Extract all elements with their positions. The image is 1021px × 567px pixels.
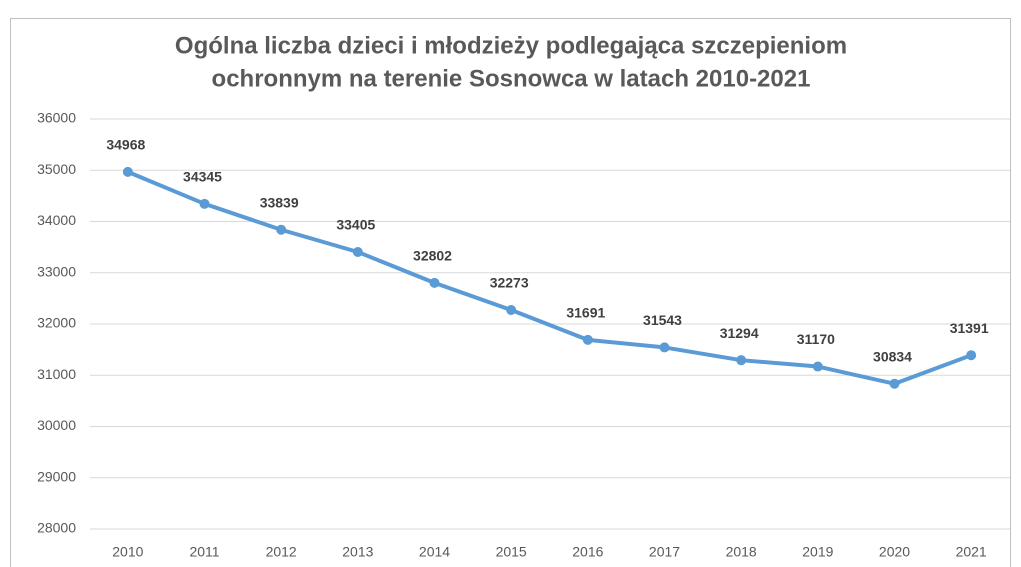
data-point — [122, 166, 133, 177]
chart-title: ochronnym na terenie Sosnowca w latach 2… — [212, 65, 811, 92]
x-tick-label: 2018 — [726, 544, 757, 560]
y-tick-label: 30000 — [37, 417, 76, 433]
y-tick-label: 35000 — [37, 161, 76, 177]
data-point — [966, 350, 977, 361]
data-point — [429, 277, 440, 288]
data-label: 31543 — [643, 312, 682, 328]
chart-frame — [10, 18, 1011, 567]
x-tick-label: 2016 — [572, 544, 603, 560]
y-tick-label: 33000 — [37, 263, 76, 279]
y-tick-label: 31000 — [37, 366, 76, 382]
x-tick-label: 2017 — [649, 544, 680, 560]
data-label: 33839 — [260, 194, 299, 210]
y-tick-label: 36000 — [37, 110, 76, 126]
y-tick-label: 29000 — [37, 468, 76, 484]
data-label: 31294 — [720, 325, 759, 341]
y-tick-label: 28000 — [37, 520, 76, 536]
x-tick-label: 2014 — [419, 544, 450, 560]
data-label: 32802 — [413, 248, 452, 264]
data-point — [352, 246, 363, 257]
y-tick-label: 34000 — [37, 212, 76, 228]
data-line — [125, 169, 974, 386]
data-point — [506, 305, 517, 316]
data-point — [659, 342, 670, 353]
data-label: 32273 — [490, 275, 529, 291]
data-point — [582, 334, 593, 345]
data-point — [889, 378, 900, 389]
data-label: 31170 — [797, 331, 835, 347]
data-label: 31391 — [950, 320, 989, 336]
data-label: 33405 — [336, 217, 375, 233]
chart-title: Ogólna liczba dzieci i młodzieży podlega… — [175, 32, 847, 59]
y-tick-label: 32000 — [37, 315, 76, 331]
data-label: 31691 — [566, 305, 605, 321]
x-tick-label: 2012 — [266, 544, 297, 560]
data-point — [276, 224, 287, 235]
data-label: 34345 — [183, 169, 222, 185]
x-tick-label: 2019 — [802, 544, 833, 560]
data-point — [736, 355, 747, 366]
data-point — [199, 198, 210, 209]
x-tick-label: 2013 — [342, 544, 373, 560]
x-tick-label: 2021 — [956, 544, 987, 560]
data-label: 30834 — [873, 348, 912, 364]
x-tick-label: 2020 — [879, 544, 910, 560]
x-tick-label: 2010 — [112, 544, 143, 560]
data-label: 34968 — [106, 137, 145, 153]
data-point — [812, 361, 823, 372]
x-tick-label: 2011 — [189, 544, 219, 560]
x-tick-label: 2015 — [496, 544, 527, 560]
